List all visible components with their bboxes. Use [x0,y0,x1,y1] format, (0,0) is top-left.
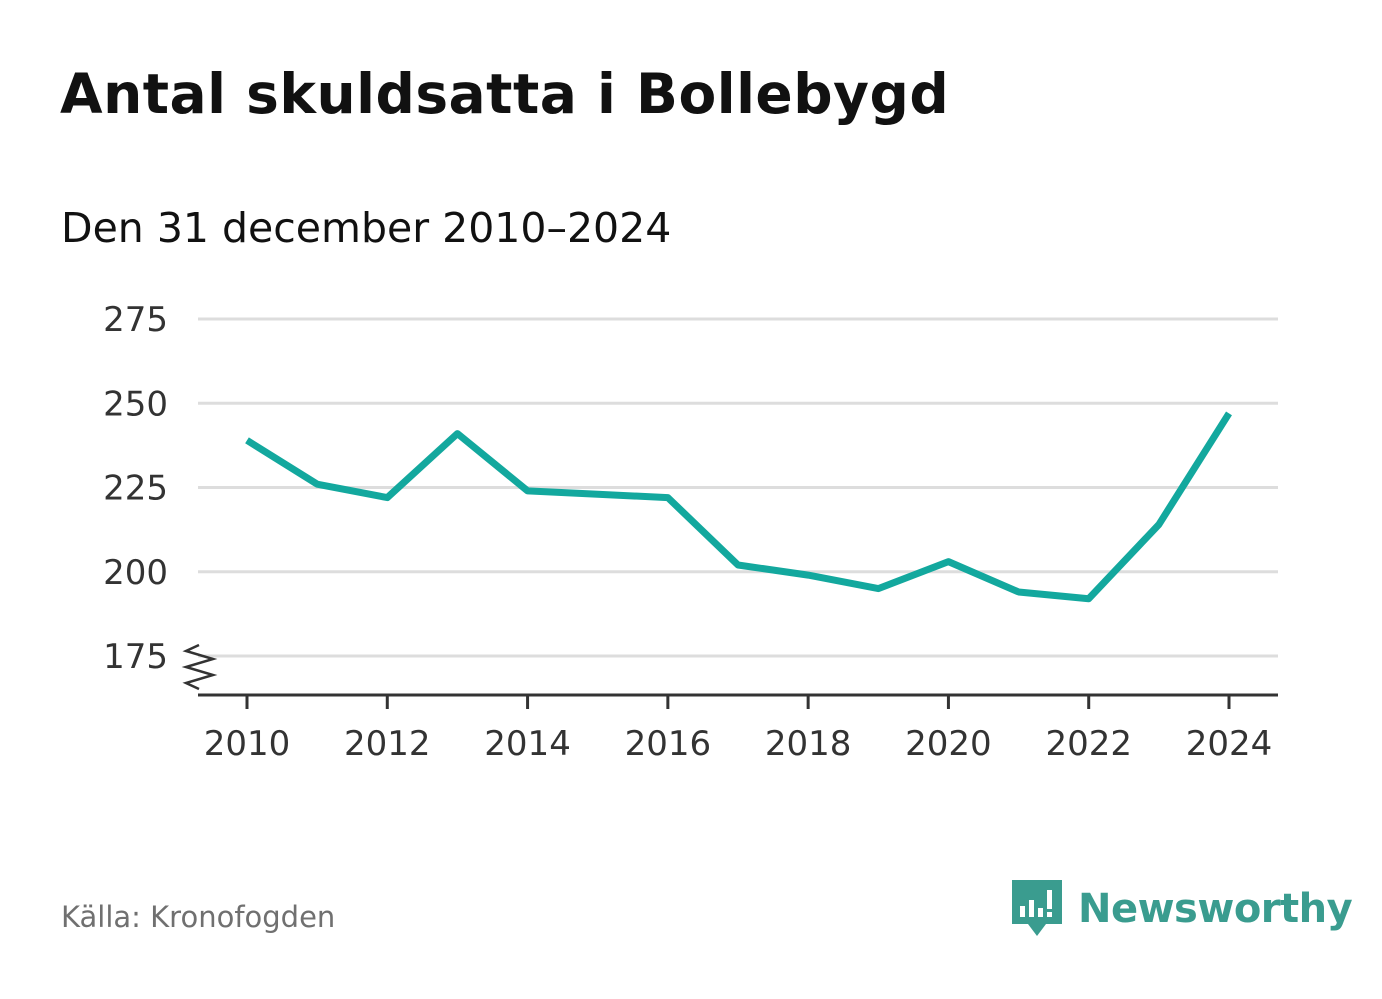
x-tick-label: 2012 [344,724,431,764]
x-tick-label: 2024 [1186,724,1273,764]
y-tick-label: 175 [103,637,168,677]
y-tick-label: 250 [103,384,168,424]
x-tick-label: 2016 [625,724,712,764]
brand-logo: Newsworthy [1010,878,1353,940]
source-note: Källa: Kronofogden [61,900,336,934]
series-line [245,411,1232,603]
x-tick-label: 2014 [484,724,571,764]
brand-name: Newsworthy [1078,886,1353,932]
x-tick-label: 2010 [204,724,291,764]
newsworthy-chart-bubble-icon [1012,880,1062,936]
y-tick-label: 200 [103,553,168,593]
y-tick-label: 225 [103,469,168,509]
x-tick-label: 2022 [1045,724,1132,764]
chart-subtitle: Den 31 december 2010–2024 [61,204,672,252]
y-tick-label: 275 [103,300,168,340]
chart-title: Antal skuldsatta i Bollebygd [60,62,950,126]
y-axis-break [181,643,218,691]
x-tick-label: 2020 [905,724,992,764]
x-tick-label: 2018 [765,724,852,764]
